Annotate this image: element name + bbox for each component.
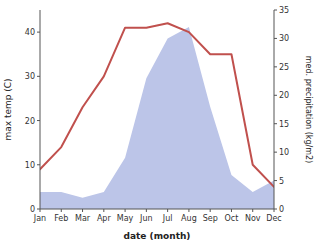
x-tick-label: Oct: [225, 214, 239, 223]
y2-tick: [274, 66, 277, 67]
y-tick: [37, 209, 40, 210]
x-tick-label: Jul: [162, 214, 173, 223]
y-tick-label: 0: [30, 205, 35, 214]
x-tick-label: Nov: [245, 214, 261, 223]
y-axis-label: max temp (C): [3, 78, 13, 140]
y2-tick: [274, 123, 277, 124]
y2-tick-label: 35: [279, 6, 289, 15]
x-tick: [210, 209, 211, 212]
y2-tick: [274, 38, 277, 39]
plot-area: [40, 23, 274, 209]
x-tick-label: Mar: [75, 214, 91, 223]
x-axis-line: [40, 209, 274, 210]
x-tick-label: May: [117, 214, 134, 223]
x-axis-label: date (month): [124, 231, 191, 241]
x-tick: [252, 209, 253, 212]
y2-tick: [274, 180, 277, 181]
x-tick: [167, 209, 168, 212]
y2-axis-label: med. precipitation (kg/m2): [304, 56, 313, 163]
y2-tick-label: 20: [279, 91, 289, 100]
y2-tick: [274, 209, 277, 210]
x-tick: [188, 209, 189, 212]
x-tick: [146, 209, 147, 212]
y-tick-label: 40: [25, 28, 35, 37]
x-tick: [61, 209, 62, 212]
y2-tick: [274, 95, 277, 96]
x-tick-label: Jun: [139, 214, 153, 223]
y-tick-label: 10: [25, 161, 35, 170]
y2-tick: [274, 10, 277, 11]
line: [40, 23, 274, 187]
chart-container: JanFebMarAprMayJunJulAugSepOctNovDec0102…: [0, 0, 318, 247]
area: [40, 27, 274, 209]
y2-axis-line: [274, 10, 275, 209]
y-tick-label: 20: [25, 117, 35, 126]
x-tick-label: Apr: [97, 214, 112, 223]
x-tick-label: Feb: [54, 214, 68, 223]
y2-tick-label: 25: [279, 63, 289, 72]
y2-tick-label: 15: [279, 120, 289, 129]
x-tick: [231, 209, 232, 212]
y-tick: [37, 76, 40, 77]
x-tick: [82, 209, 83, 212]
y2-tick-label: 0: [279, 205, 284, 214]
chart: JanFebMarAprMayJunJulAugSepOctNovDec0102…: [0, 0, 318, 247]
x-tick-label: Sep: [203, 214, 218, 223]
y2-tick-label: 10: [279, 148, 289, 157]
x-tick-label: Jan: [33, 214, 46, 223]
x-tick: [125, 209, 126, 212]
y-tick-label: 30: [25, 72, 35, 81]
y-tick: [37, 120, 40, 121]
y-tick: [37, 32, 40, 33]
x-tick: [103, 209, 104, 212]
y2-tick-label: 30: [279, 34, 289, 43]
y-tick: [37, 164, 40, 165]
x-tick-label: Dec: [266, 214, 281, 223]
x-tick-label: Aug: [181, 214, 197, 223]
y2-tick-label: 5: [279, 177, 284, 186]
y-axis-line: [40, 10, 41, 209]
y2-tick: [274, 152, 277, 153]
